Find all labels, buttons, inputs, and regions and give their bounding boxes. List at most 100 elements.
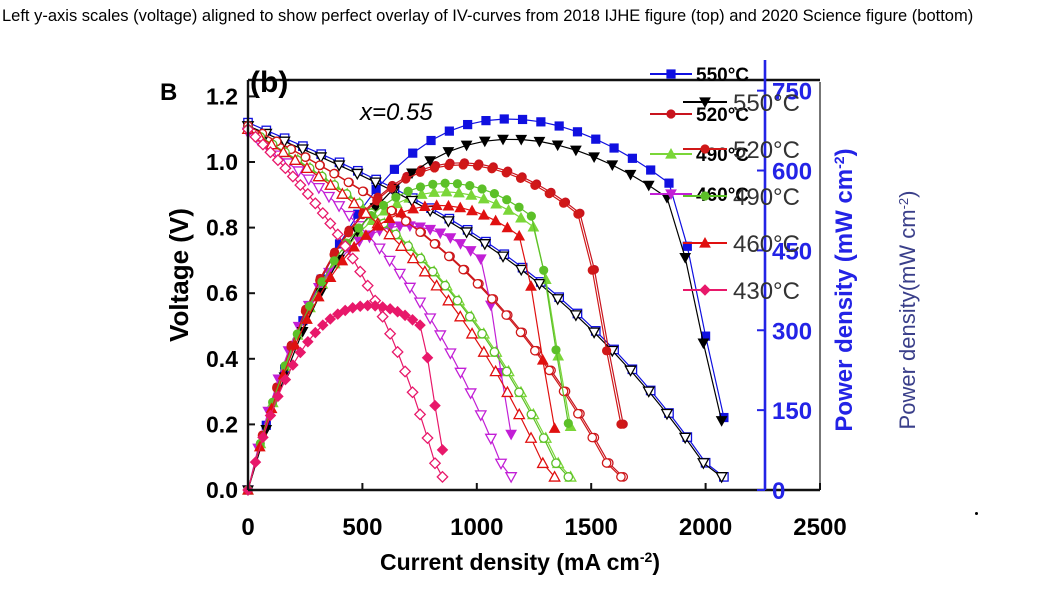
iv-point-460 (484, 433, 498, 446)
y-left-axis-title: Voltage (V) (164, 208, 194, 342)
iv-point-s460 (359, 206, 373, 219)
power-point-550 (609, 143, 619, 153)
power-point-s460 (548, 422, 561, 433)
power-point-550 (591, 134, 601, 144)
y-right-tick-label: 150 (772, 398, 812, 425)
power-point-s520 (573, 209, 583, 219)
power-point-s550 (570, 145, 582, 157)
legend-marker-490 (665, 147, 677, 159)
iv-point-s520 (501, 310, 512, 320)
legend-item-bottom: 520°C (683, 137, 800, 164)
legend-marker-s460 (699, 236, 711, 248)
power-point-550 (444, 126, 454, 136)
iv-point-s430 (324, 217, 337, 230)
power-point-s520 (415, 167, 425, 177)
power-point-s430 (309, 326, 322, 339)
iv-point-s460 (336, 187, 349, 199)
legend-marker-s520 (700, 144, 710, 154)
legend-label: 520°C (696, 105, 749, 126)
power-point-550 (426, 135, 436, 146)
power-point-s550 (715, 416, 728, 427)
power-point-s430 (369, 300, 381, 312)
power-point-s430 (429, 399, 441, 412)
series-s550 (241, 121, 728, 497)
power-point-s490 (563, 418, 573, 428)
power-point-s490 (403, 186, 413, 196)
power-point-s550 (588, 152, 600, 163)
power-point-490 (428, 186, 440, 197)
power-point-460 (454, 239, 467, 250)
power-point-s460 (419, 200, 431, 211)
iv-point-s460 (524, 431, 538, 443)
power-point-550 (664, 178, 674, 188)
power-point-s520 (530, 180, 540, 190)
iv-point-s520 (429, 239, 440, 249)
legend-marker-550 (666, 69, 676, 79)
legend-label: 550°C (696, 65, 749, 86)
iv-point-s520 (587, 432, 598, 443)
power-point-s550 (642, 180, 655, 192)
power-point-460 (474, 254, 487, 266)
y-left-tick-label: 0.0 (206, 477, 238, 503)
power-point-s520 (601, 346, 612, 356)
legend-item-bottom: 490°C (683, 184, 800, 211)
iv-point-460 (322, 191, 336, 204)
power-point-490 (490, 197, 503, 209)
iv-point-s430 (331, 228, 344, 241)
iv-point-s430 (294, 178, 307, 192)
power-point-490 (502, 204, 515, 215)
power-point-s490 (465, 181, 475, 191)
iv-point-s550 (296, 144, 309, 156)
power-point-s460 (324, 271, 337, 282)
power-point-s490 (378, 200, 389, 210)
power-point-490 (391, 197, 403, 209)
iv-point-s490 (526, 409, 537, 420)
power-point-s430 (249, 456, 262, 468)
iv-point-s550 (460, 227, 473, 239)
iv-point-s430 (384, 327, 397, 340)
power-point-s550 (460, 140, 473, 152)
power-point-s550 (697, 338, 710, 350)
iv-point-s550 (442, 216, 455, 228)
axis-labels-layer: 0 500 1000 1500 2000 25000.00.20.40.60.81.01.… (160, 66, 920, 575)
power-point-s460 (442, 199, 455, 211)
power-point-s550 (497, 134, 509, 146)
iv-point-s430 (428, 457, 442, 470)
iv-point-s520 (415, 227, 425, 237)
power-point-s550 (478, 136, 491, 148)
power-point-s520 (544, 189, 554, 199)
power-point-s520 (515, 173, 526, 184)
power-point-s550 (679, 252, 692, 264)
series-520 (243, 121, 629, 495)
x-tick-label: 500 (342, 514, 382, 541)
power-point-s550 (606, 160, 619, 172)
iv-point-s520 (343, 177, 354, 188)
iv-point-s460 (489, 364, 502, 377)
iv-point-s460 (430, 279, 443, 291)
power-point-s520 (558, 198, 569, 208)
power-point-s430 (399, 309, 411, 322)
power-point-s520 (487, 164, 497, 174)
iv-point-s430 (264, 146, 277, 159)
y-right-tick-label: 0 (772, 478, 785, 505)
stray-dot (975, 512, 978, 515)
iv-point-s430 (421, 431, 434, 445)
iv-point-s520 (472, 278, 483, 289)
legend-marker-s490 (700, 191, 710, 201)
iv-point-460 (383, 255, 396, 268)
power-point-s460 (501, 221, 514, 233)
iv-point-s430 (361, 279, 374, 292)
iv-point-s520 (616, 472, 626, 482)
iv-point-s430 (279, 162, 292, 175)
power-point-s430 (279, 373, 292, 386)
power-point-550 (627, 153, 637, 163)
legend-item-bottom: 460°C (683, 231, 800, 258)
iv-point-460 (413, 297, 427, 309)
iv-point-s430 (271, 154, 285, 167)
iv-point-s550 (533, 278, 546, 291)
y-right-tick-label: 300 (772, 318, 812, 345)
power-point-s430 (391, 305, 404, 318)
power-point-s520 (343, 228, 354, 238)
power-point-s490 (329, 256, 339, 266)
iv-point-s550 (478, 239, 492, 251)
